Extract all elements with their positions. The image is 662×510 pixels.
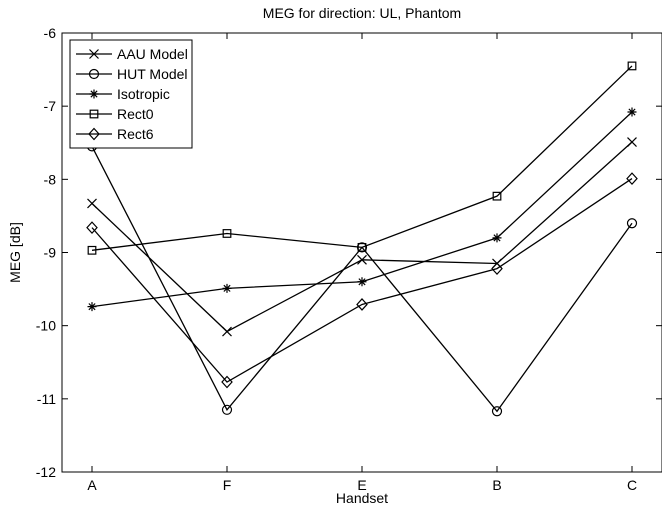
series-aau-model xyxy=(87,137,637,337)
series-line xyxy=(91,65,633,251)
y-tick-label: -9 xyxy=(44,245,57,261)
chart-title: MEG for direction: UL, Phantom xyxy=(263,5,461,21)
legend: AAU Model HUT Model Isotropic Rect0 Rect6 xyxy=(69,39,193,149)
data-point xyxy=(357,277,367,287)
legend-label: AAU Model xyxy=(117,46,188,62)
data-point xyxy=(626,218,638,229)
x-tick-label: F xyxy=(223,477,232,493)
data-point xyxy=(357,242,367,252)
data-point xyxy=(87,245,97,255)
data-point xyxy=(356,298,368,311)
y-tick-label: -8 xyxy=(44,171,57,187)
data-point xyxy=(222,229,232,238)
legend-marker xyxy=(89,109,99,119)
data-point xyxy=(221,375,233,389)
data-point xyxy=(626,172,638,185)
legend-item: Rect0 xyxy=(76,106,154,122)
legend-marker xyxy=(88,127,100,141)
legend-item: AAU Model xyxy=(76,46,188,62)
data-point xyxy=(222,326,232,337)
legend-label: Isotropic xyxy=(117,86,170,102)
data-point xyxy=(222,283,232,293)
series-isotropic xyxy=(87,107,637,312)
legend-item: HUT Model xyxy=(76,66,188,82)
data-point xyxy=(492,233,502,243)
series-rect0 xyxy=(87,61,637,255)
data-point xyxy=(221,404,233,415)
series-line xyxy=(91,178,633,383)
series-layer xyxy=(86,61,638,417)
data-point xyxy=(491,406,503,417)
series-rect6 xyxy=(86,172,638,389)
legend-marker xyxy=(89,49,99,59)
y-axis-label: MEG [dB] xyxy=(7,222,23,283)
data-point xyxy=(86,221,98,235)
x-tick-label: E xyxy=(357,477,366,493)
x-axis-label: Handset xyxy=(336,490,388,506)
x-tick-label: B xyxy=(492,477,501,493)
legend-marker xyxy=(89,89,99,99)
y-axis: -12 -11 -10 -9 -8 -7 -6 xyxy=(36,25,662,480)
legend-item: Isotropic xyxy=(76,86,170,102)
x-tick-label: A xyxy=(87,477,97,493)
data-point xyxy=(87,198,97,209)
data-point xyxy=(627,107,637,117)
y-tick-label: -7 xyxy=(44,98,57,114)
legend-marker xyxy=(88,68,100,80)
data-point xyxy=(87,302,97,312)
y-tick-label: -12 xyxy=(36,464,56,480)
data-point xyxy=(491,262,503,275)
data-point xyxy=(627,61,637,71)
data-point xyxy=(357,254,367,265)
y-tick-label: -11 xyxy=(37,391,56,407)
data-point xyxy=(492,191,502,201)
legend-label: Rect6 xyxy=(117,126,154,142)
data-point xyxy=(627,137,637,147)
y-tick-label: -6 xyxy=(44,25,57,41)
legend-label: HUT Model xyxy=(117,66,188,82)
legend-label: Rect0 xyxy=(117,106,154,122)
legend-item: Rect6 xyxy=(76,126,154,142)
x-tick-label: C xyxy=(627,477,637,493)
y-tick-label: -10 xyxy=(36,318,56,334)
